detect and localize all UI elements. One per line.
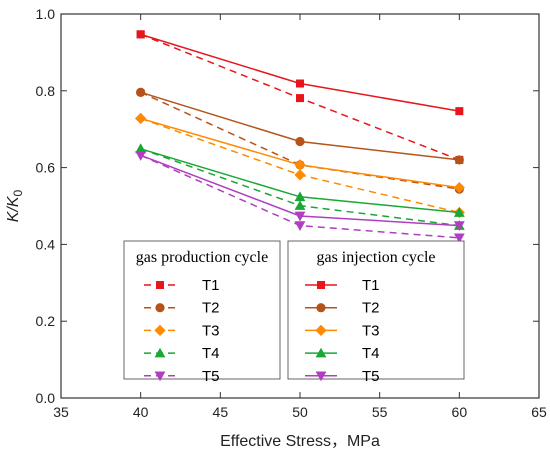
data-point-t5 — [294, 211, 306, 222]
x-tick-label: 50 — [292, 404, 308, 420]
x-tick-label: 65 — [531, 404, 547, 420]
legend-marker-t3 — [154, 324, 166, 336]
series-group-production — [135, 30, 465, 244]
legend-box — [123, 240, 281, 380]
data-point-t1 — [455, 107, 464, 116]
y-axis-title: K/K0 — [5, 189, 25, 222]
data-point-t5 — [135, 150, 147, 161]
legend-marker-t1 — [156, 281, 164, 289]
legend-title: gas production cycle — [136, 249, 268, 266]
legend-label-t1: T1 — [362, 277, 380, 294]
legend-marker-t4 — [154, 347, 166, 358]
legend-marker-t2 — [316, 303, 326, 313]
x-tick-label: 60 — [452, 404, 468, 420]
y-axis-title-subscript: 0 — [11, 189, 25, 196]
data-point-t2 — [295, 136, 305, 147]
x-tick-label: 45 — [213, 404, 229, 420]
legend-marker-t1 — [317, 281, 325, 289]
data-point-t3 — [453, 181, 465, 194]
data-point-t5 — [453, 233, 465, 244]
legend-label-t3: T3 — [202, 322, 220, 339]
y-tick-label: 0.4 — [36, 236, 56, 252]
legend-marker-t4 — [315, 347, 327, 358]
y-tick-label: 0.2 — [36, 313, 56, 329]
data-point-t2 — [136, 87, 146, 97]
x-tick-label: 55 — [372, 404, 388, 420]
data-point-t5 — [294, 221, 306, 231]
data-point-t3 — [135, 112, 147, 125]
y-axis-title-main: K/K — [5, 195, 22, 222]
data-point-t5 — [453, 221, 465, 231]
data-point-t4 — [294, 200, 306, 210]
legend-label-t2: T2 — [202, 300, 220, 317]
data-point-t1 — [296, 79, 304, 88]
legend-injection: gas injection cycle T1 T2 T3 T4 T5 — [287, 240, 465, 385]
legend-marker-t5 — [154, 371, 166, 382]
legend-marker-t2 — [155, 303, 165, 313]
legend-title: gas injection cycle — [316, 249, 435, 266]
x-tick-label: 35 — [53, 404, 69, 420]
ticks: 35 40 45 50 55 60 65 0.0 0.2 0.4 0.6 0.8 1.0 — [36, 6, 547, 420]
legend-label-t3: T3 — [362, 322, 380, 339]
data-point-t3 — [294, 169, 306, 181]
legend-label-t5: T5 — [202, 368, 220, 385]
y-tick-label: 1.0 — [36, 6, 56, 22]
legend-label-t5: T5 — [362, 368, 380, 385]
legend-marker-t5 — [315, 371, 327, 382]
y-tick-label: 0.8 — [36, 83, 56, 99]
legend-label-t1: T1 — [202, 277, 220, 294]
legend-marker-t3 — [315, 324, 327, 336]
legend-production: gas production cycle T1 T2 T3 T4 T5 — [123, 240, 281, 385]
legend-label-t4: T4 — [362, 345, 380, 362]
y-tick-label: 0.0 — [36, 390, 56, 406]
series-line-t2 — [140, 91, 460, 190]
data-point-t4 — [294, 191, 306, 202]
legend-label-t4: T4 — [202, 345, 220, 362]
data-point-t4 — [453, 207, 465, 217]
x-tick-label: 40 — [133, 404, 149, 420]
data-point-t3 — [294, 159, 306, 171]
data-point-t1 — [136, 30, 145, 39]
y-tick-label: 0.6 — [36, 160, 56, 176]
series-layer — [135, 30, 465, 244]
data-point-t2 — [454, 155, 464, 165]
data-point-t1 — [296, 94, 304, 103]
data-point-t4 — [135, 143, 147, 154]
x-axis-title: Effective Stress，MPa — [220, 433, 380, 450]
series-group-injection — [135, 30, 465, 231]
legend-label-t2: T2 — [362, 300, 380, 317]
